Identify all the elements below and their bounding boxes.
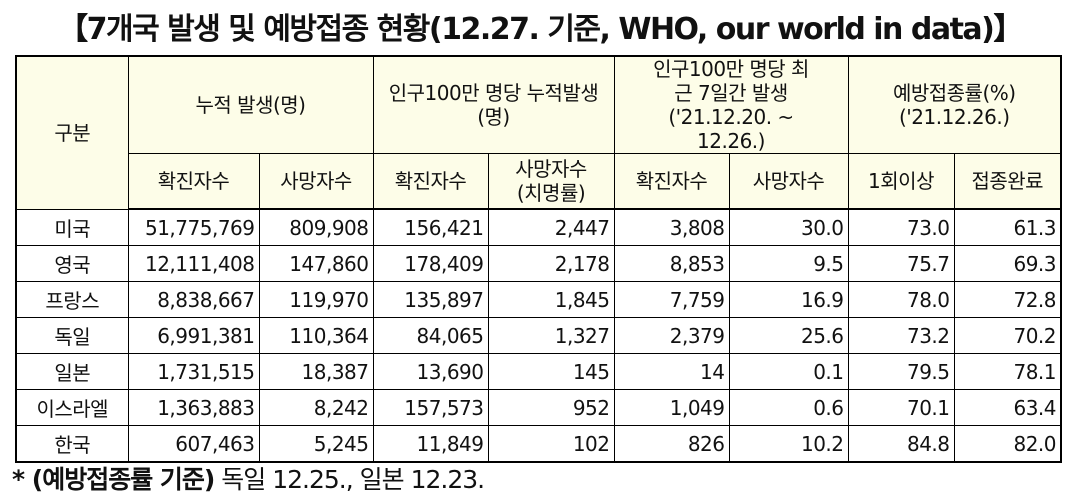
data-row: 일본 1,731,515 18,387 13,690 145 14 0.1 79.5 78.1 <box>15 353 1062 390</box>
header-cell: 누적 발생(명) <box>127 55 374 154</box>
value-cell: 8,242 <box>258 389 374 426</box>
value-cell: 1,731,515 <box>127 353 260 390</box>
value-cell: 1,327 <box>487 317 615 354</box>
value-cell: 607,463 <box>127 425 260 463</box>
header-cell: 사망자수 <box>258 153 374 210</box>
title: 【7개국 발생 및 예방접종 현황(12.27. 기준, WHO, our wo… <box>58 12 1023 47</box>
footnote: * (예방접종률 기준) 독일 12.25., 일본 12.23. <box>12 460 485 496</box>
value-cell: 178,409 <box>372 245 489 282</box>
header-text: 사망자수 <box>515 157 587 181</box>
value-cell: 61.3 <box>953 208 1062 246</box>
value-cell: 1,845 <box>487 281 615 318</box>
header-cell: 예방접종률(%) ('21.12.26.) <box>847 55 1062 154</box>
value-cell: 826 <box>613 425 730 463</box>
value-cell: 51,775,769 <box>127 208 260 246</box>
value-cell: 5,245 <box>258 425 374 463</box>
value-cell: 10.2 <box>728 425 849 463</box>
value-cell: 145 <box>487 353 615 390</box>
value-cell: 69.3 <box>953 245 1062 282</box>
value-cell: 0.6 <box>728 389 849 426</box>
value-cell: 2,379 <box>613 317 730 354</box>
value-cell: 1,049 <box>613 389 730 426</box>
value-cell: 18,387 <box>258 353 374 390</box>
country-cell: 미국 <box>15 208 129 246</box>
value-cell: 135,897 <box>372 281 489 318</box>
header-cell: 인구100만 명당 누적발생(명) <box>372 55 615 154</box>
header-row: 확진자수 사망자수 확진자수 사망자수 (치명률) 확진자수 사망자수 1회이상 … <box>16 153 1062 210</box>
value-cell: 809,908 <box>258 208 374 246</box>
value-cell: 25.6 <box>728 317 849 354</box>
data-row: 한국 607,463 5,245 11,849 102 826 10.2 84.8 82.0 <box>15 425 1062 463</box>
data-row: 이스라엘 1,363,883 8,242 157,573 952 1,049 0.6 70.1… <box>15 389 1062 426</box>
country-cell: 일본 <box>15 353 129 390</box>
value-cell: 119,970 <box>258 281 374 318</box>
value-cell: 16.9 <box>728 281 849 318</box>
header-text: (치명률) <box>516 181 586 205</box>
data-row: 독일 6,991,381 110,364 84,065 1,327 2,379 25.6 73… <box>15 317 1062 354</box>
data-row: 영국 12,111,408 147,860 178,409 2,178 8,853 9.5 7… <box>15 245 1062 282</box>
value-cell: 72.8 <box>953 281 1062 318</box>
table-body: 미국 51,775,769 809,908 156,421 2,447 3,808 30.0… <box>15 208 1062 463</box>
value-cell: 79.5 <box>847 353 955 390</box>
header-cell: 확진자수 <box>127 153 260 210</box>
header-cell: 확진자수 <box>613 153 730 210</box>
value-cell: 8,853 <box>613 245 730 282</box>
header-cell: 사망자수 <box>728 153 849 210</box>
status-table: 구분 누적 발생(명) 인구100만 명당 누적발생(명) 인구100만 명당 … <box>15 55 1063 463</box>
value-cell: 2,178 <box>487 245 615 282</box>
country-cell: 한국 <box>15 425 129 463</box>
value-cell: 73.2 <box>847 317 955 354</box>
value-cell: 78.0 <box>847 281 955 318</box>
value-cell: 6,991,381 <box>127 317 260 354</box>
value-cell: 75.7 <box>847 245 955 282</box>
footnote-bold: * (예방접종률 기준) <box>12 465 215 494</box>
value-cell: 84,065 <box>372 317 489 354</box>
header-cell: 1회이상 <box>847 153 955 210</box>
data-row: 미국 51,775,769 809,908 156,421 2,447 3,808 30.0… <box>15 208 1062 246</box>
footnote-text: 독일 12.25., 일본 12.23. <box>214 465 485 494</box>
header-cell: 인구100만 명당 최근 7일간 발생 ('21.12.20. ~ 12.26.… <box>613 55 849 154</box>
value-cell: 70.1 <box>847 389 955 426</box>
value-cell: 1,363,883 <box>127 389 260 426</box>
value-cell: 157,573 <box>372 389 489 426</box>
value-cell: 14 <box>613 353 730 390</box>
value-cell: 3,808 <box>613 208 730 246</box>
country-cell: 영국 <box>15 245 129 282</box>
header-cell: 구분 <box>15 55 129 210</box>
value-cell: 11,849 <box>372 425 489 463</box>
header-cell: 사망자수 (치명률) <box>487 153 615 210</box>
value-cell: 9.5 <box>728 245 849 282</box>
header-cell: 확진자수 <box>372 153 489 210</box>
value-cell: 2,447 <box>487 208 615 246</box>
header-row: 구분 누적 발생(명) 인구100만 명당 누적발생(명) 인구100만 명당 … <box>15 55 1062 210</box>
country-cell: 독일 <box>15 317 129 354</box>
value-cell: 0.1 <box>728 353 849 390</box>
value-cell: 82.0 <box>953 425 1062 463</box>
value-cell: 110,364 <box>258 317 374 354</box>
value-cell: 147,860 <box>258 245 374 282</box>
header-cell: 접종완료 <box>953 153 1062 210</box>
value-cell: 78.1 <box>953 353 1062 390</box>
value-cell: 73.0 <box>847 208 955 246</box>
data-row: 프랑스 8,838,667 119,970 135,897 1,845 7,759 16.9… <box>15 281 1062 318</box>
value-cell: 13,690 <box>372 353 489 390</box>
value-cell: 156,421 <box>372 208 489 246</box>
value-cell: 952 <box>487 389 615 426</box>
country-cell: 이스라엘 <box>15 389 129 426</box>
value-cell: 30.0 <box>728 208 849 246</box>
country-cell: 프랑스 <box>15 281 129 318</box>
value-cell: 7,759 <box>613 281 730 318</box>
value-cell: 84.8 <box>847 425 955 463</box>
value-cell: 70.2 <box>953 317 1062 354</box>
value-cell: 8,838,667 <box>127 281 260 318</box>
value-cell: 102 <box>487 425 615 463</box>
value-cell: 63.4 <box>953 389 1062 426</box>
value-cell: 12,111,408 <box>127 245 260 282</box>
